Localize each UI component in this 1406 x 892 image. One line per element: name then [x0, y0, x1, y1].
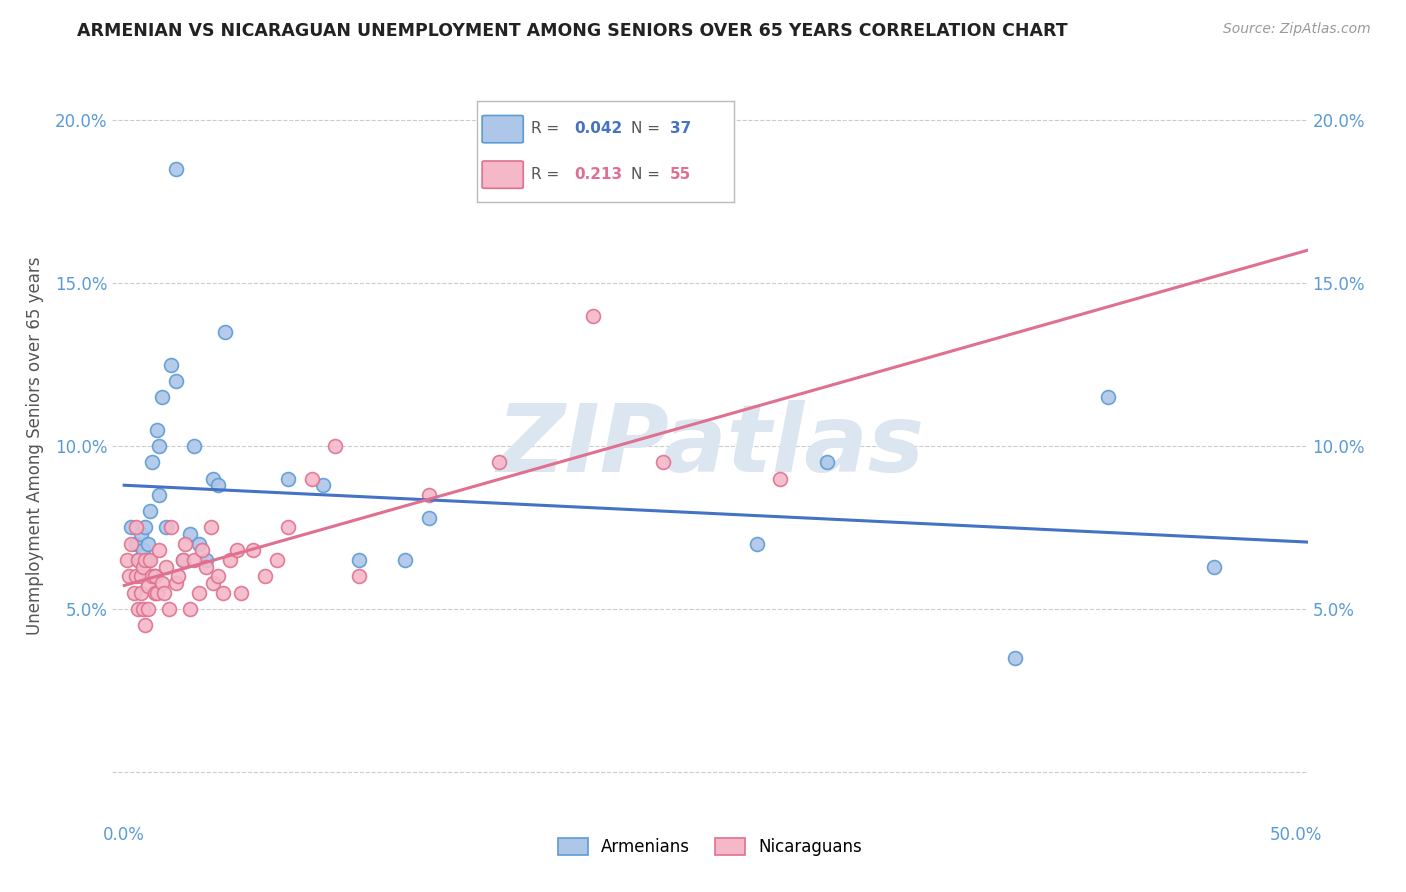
Point [129, 527, 152, 541]
Point [582, 309, 605, 323]
Point [394, 553, 416, 567]
Point [277, 520, 299, 534]
Point [1004, 650, 1026, 665]
Point [183, 553, 205, 567]
Point [132, 602, 155, 616]
Point [815, 455, 838, 469]
Point [132, 559, 155, 574]
Point [157, 602, 180, 616]
Point [231, 585, 253, 599]
Point [141, 455, 163, 469]
Point [153, 585, 176, 599]
Point [418, 488, 440, 502]
Point [160, 520, 183, 534]
Point [745, 537, 768, 551]
Point [347, 569, 370, 583]
Point [277, 472, 299, 486]
Point [179, 527, 201, 541]
Text: ZIPatlas: ZIPatlas [496, 400, 924, 492]
Point [172, 553, 194, 567]
Point [150, 575, 173, 590]
Point [115, 553, 138, 567]
Y-axis label: Unemployment Among Seniors over 65 years: Unemployment Among Seniors over 65 years [25, 257, 44, 635]
Point [165, 162, 187, 177]
Point [129, 569, 152, 583]
Point [190, 543, 212, 558]
Point [347, 553, 370, 567]
Point [136, 602, 159, 616]
Point [148, 488, 170, 502]
Point [132, 543, 155, 558]
Point [120, 520, 142, 534]
Point [218, 553, 240, 567]
Point [195, 559, 218, 574]
Point [172, 553, 194, 567]
Point [141, 569, 163, 583]
Point [253, 569, 276, 583]
Legend: Armenians, Nicaraguans: Armenians, Nicaraguans [550, 830, 870, 864]
Point [146, 585, 169, 599]
Text: Source: ZipAtlas.com: Source: ZipAtlas.com [1223, 22, 1371, 37]
Point [127, 553, 149, 567]
Point [323, 439, 346, 453]
Point [301, 472, 323, 486]
Point [188, 585, 211, 599]
Point [167, 569, 190, 583]
Point [125, 537, 148, 551]
Text: ARMENIAN VS NICARAGUAN UNEMPLOYMENT AMONG SENIORS OVER 65 YEARS CORRELATION CHAR: ARMENIAN VS NICARAGUAN UNEMPLOYMENT AMON… [77, 22, 1069, 40]
Point [122, 585, 145, 599]
Point [200, 520, 222, 534]
Point [312, 478, 335, 492]
Point [160, 358, 183, 372]
Point [146, 423, 169, 437]
Point [266, 553, 288, 567]
Point [148, 543, 170, 558]
Point [183, 439, 205, 453]
Point [488, 455, 510, 469]
Point [134, 520, 156, 534]
Point [211, 585, 233, 599]
Point [195, 553, 218, 567]
Point [148, 439, 170, 453]
Point [129, 585, 152, 599]
Point [125, 569, 148, 583]
Point [136, 553, 159, 567]
Point [143, 569, 166, 583]
Point [136, 579, 159, 593]
Point [150, 390, 173, 404]
Point [127, 553, 149, 567]
Point [134, 618, 156, 632]
Point [214, 325, 236, 339]
Point [188, 537, 211, 551]
Point [165, 374, 187, 388]
Point [143, 585, 166, 599]
Point [418, 510, 440, 524]
Point [134, 553, 156, 567]
Point [120, 537, 142, 551]
Point [139, 504, 162, 518]
Point [139, 553, 162, 567]
Point [242, 543, 264, 558]
Point [1202, 559, 1225, 574]
Point [118, 569, 141, 583]
Point [225, 543, 247, 558]
Point [155, 520, 177, 534]
Point [207, 478, 229, 492]
Point [174, 537, 197, 551]
Point [165, 575, 187, 590]
Point [652, 455, 675, 469]
Point [769, 472, 792, 486]
Point [125, 520, 148, 534]
Point [127, 602, 149, 616]
Point [202, 472, 225, 486]
Point [136, 537, 159, 551]
Point [155, 559, 177, 574]
Point [202, 575, 225, 590]
Point [143, 569, 166, 583]
Point [179, 602, 201, 616]
Point [1097, 390, 1119, 404]
Point [207, 569, 229, 583]
